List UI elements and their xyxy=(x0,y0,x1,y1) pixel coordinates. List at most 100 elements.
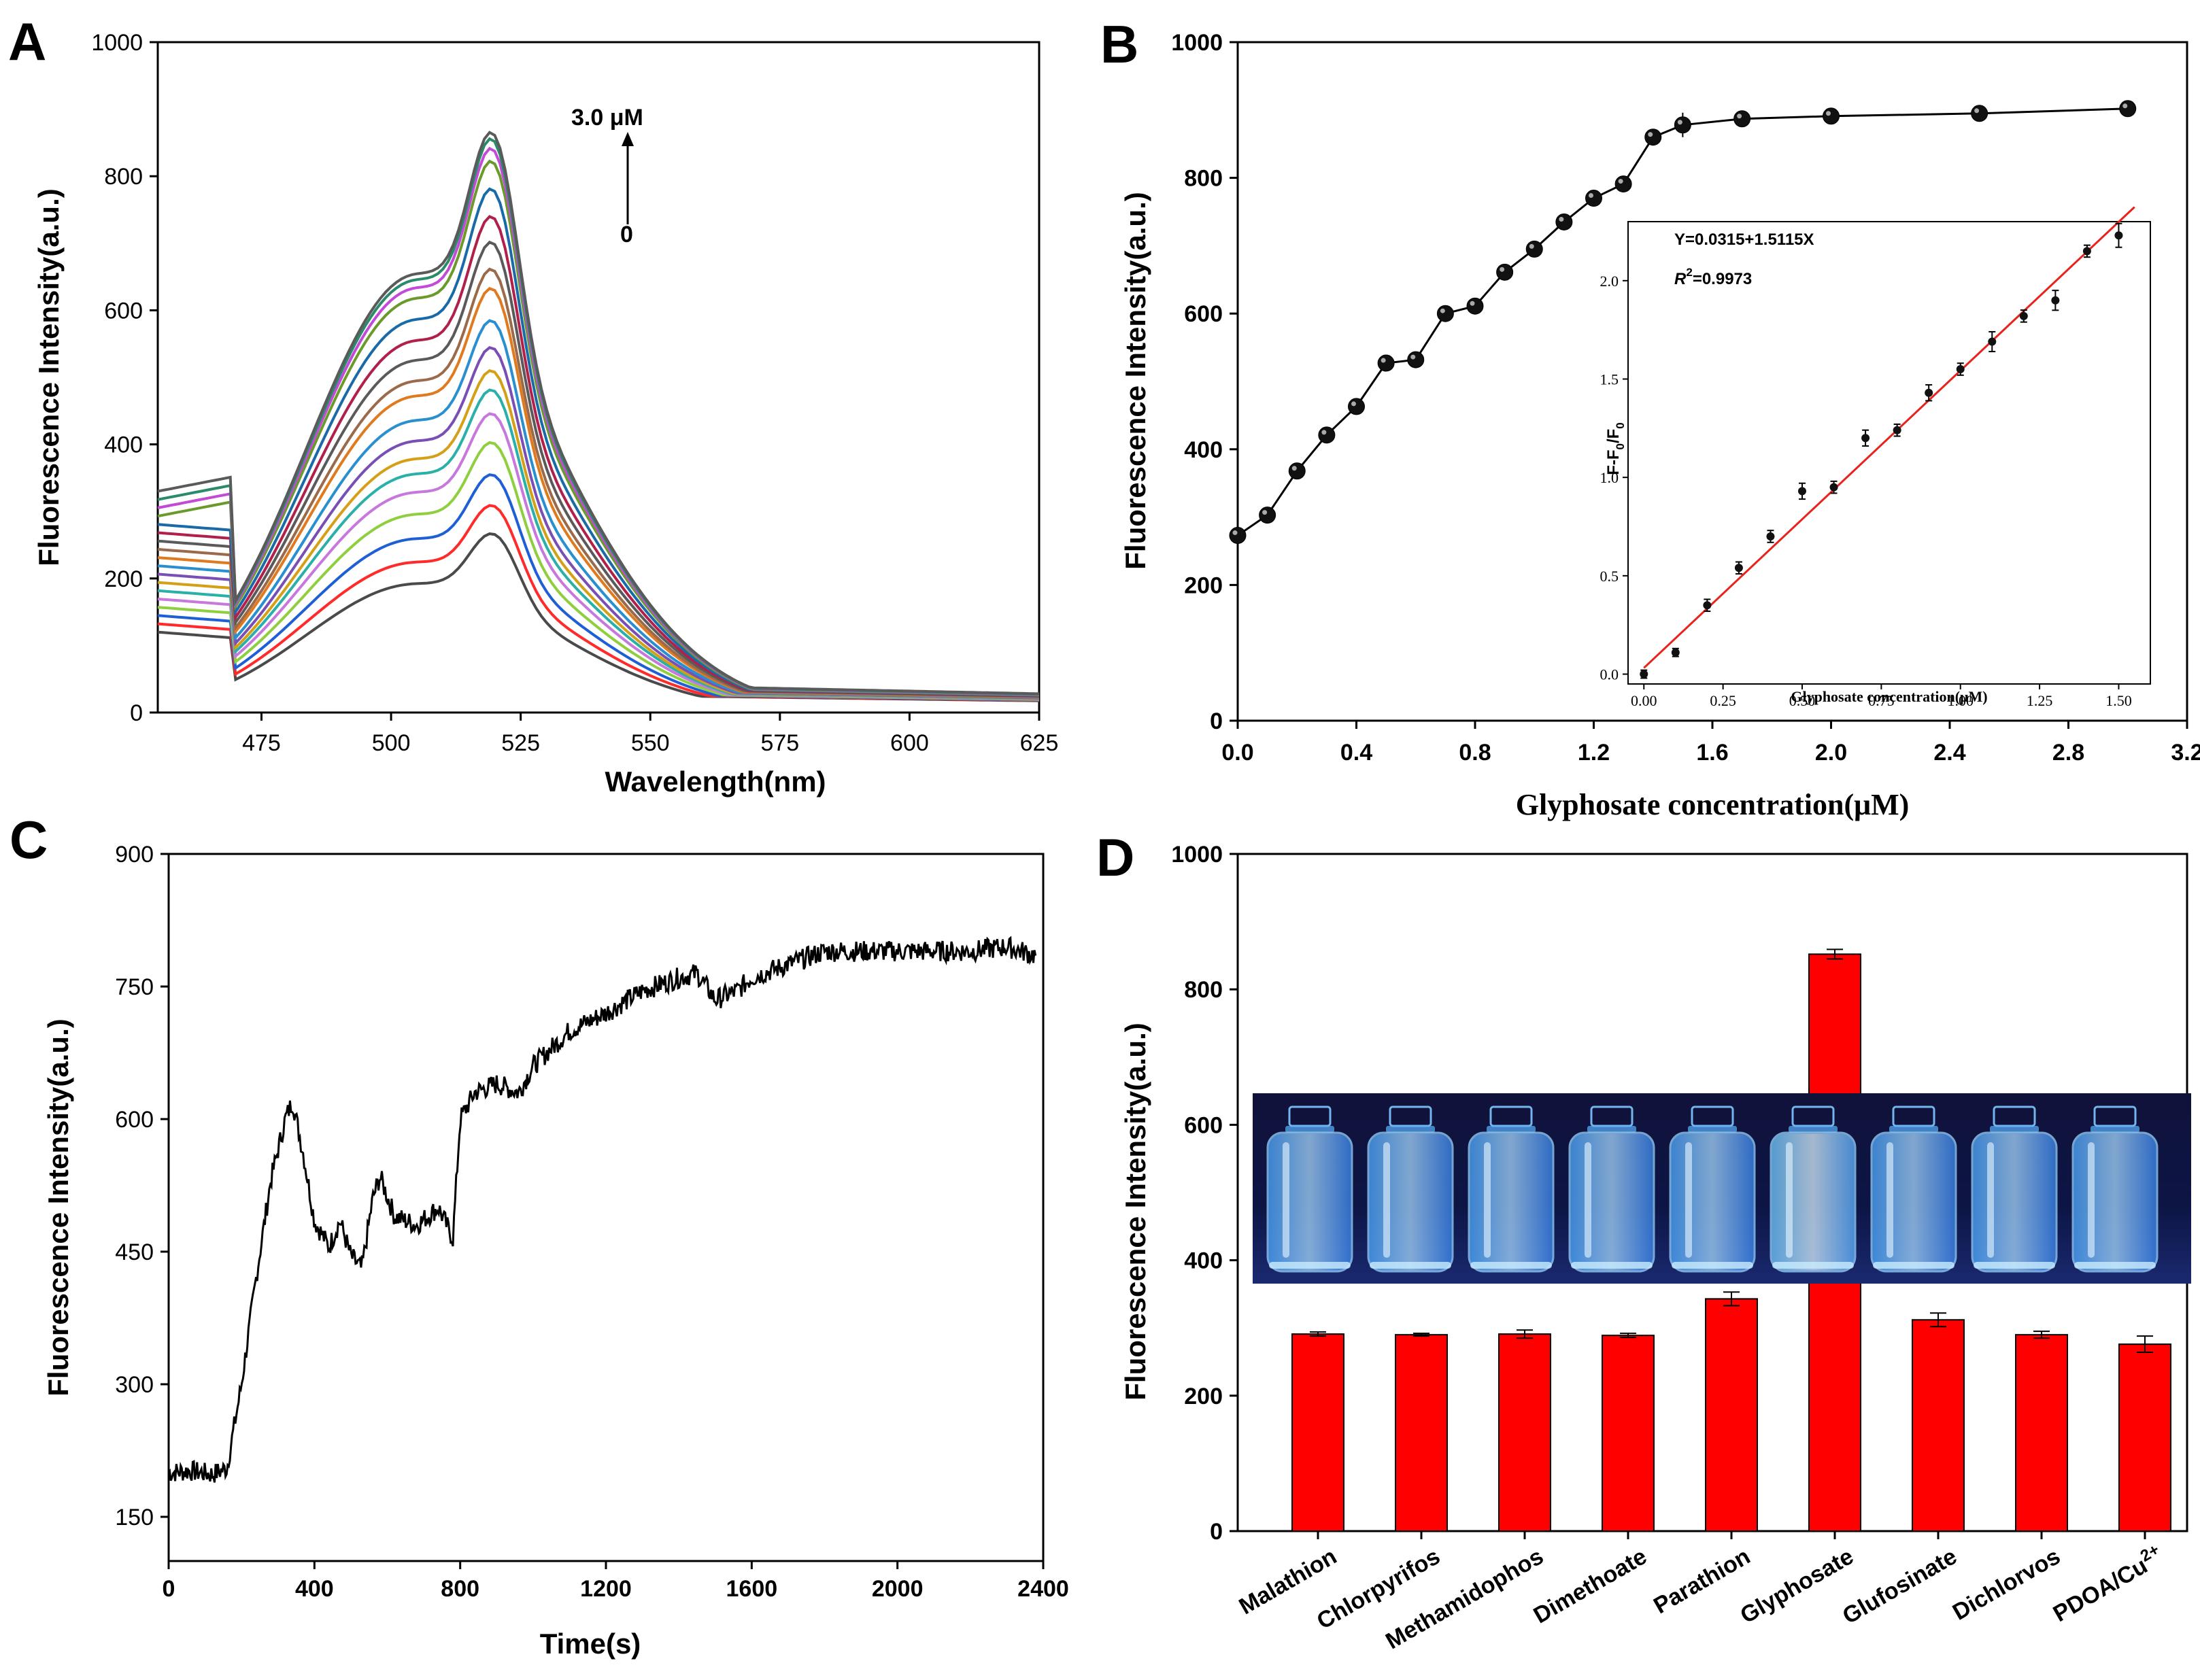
d-ytick-label: 200 xyxy=(1184,1384,1223,1409)
vial-body xyxy=(1468,1131,1555,1273)
a-ytick-label: 600 xyxy=(104,298,143,324)
b-xtick-label: 2.8 xyxy=(2052,740,2084,766)
b-data-point xyxy=(1259,507,1276,524)
panel-b-letter: B xyxy=(1100,14,1138,74)
panel-b-inset-frame xyxy=(1627,221,2151,685)
a-xtick-label: 500 xyxy=(372,730,411,756)
inset-data-point xyxy=(1671,648,1680,657)
inset-fit-line xyxy=(1643,206,2135,669)
panel-c-y-ticks: 150 300 450 600 750 900 xyxy=(115,842,169,1530)
d-ytick-label: 800 xyxy=(1184,977,1223,1003)
b-point-highlight xyxy=(1618,179,1623,184)
b-data-point xyxy=(1436,305,1454,322)
b-ytick-label: 400 xyxy=(1184,437,1223,463)
inset-ytick-label: 1.0 xyxy=(1600,469,1619,486)
a-ytick-label: 400 xyxy=(104,432,143,458)
inset-x-label: Glyphosate concentration(μM) xyxy=(1791,688,1987,705)
d-bar xyxy=(1498,1333,1551,1532)
panel-c-frame xyxy=(167,853,1045,1562)
b-point-highlight xyxy=(1648,132,1653,137)
panel-a-curves xyxy=(157,131,1040,702)
vial-shoulder xyxy=(1688,1126,1737,1133)
panel-b-y-label: Fluorescence Intensity(a.u.) xyxy=(1119,192,1151,569)
b-point-highlight xyxy=(2122,103,2128,109)
inset-data-point xyxy=(1861,434,1870,443)
b-point-highlight xyxy=(1826,111,1831,116)
vial-body xyxy=(2071,1131,2159,1273)
panel-c-y-label: Fluorescence Intensity(a.u.) xyxy=(42,1018,74,1396)
vial-body xyxy=(1971,1131,2058,1273)
inset-r2: R2=0.9973 xyxy=(1674,266,1752,288)
vial-reflection xyxy=(2088,1142,2095,1258)
inset-ytick-label: 2.0 xyxy=(1600,273,1619,290)
panel-b-x-ticks: 0.0 0.4 0.8 1.2 1.6 2.0 2.4 2.8 3.2 xyxy=(1221,721,2200,766)
inset-y-label: F-F0/F0 xyxy=(1604,422,1627,475)
panel-d-letter: D xyxy=(1096,827,1134,887)
d-category-name: Dimethoate xyxy=(1529,1543,1651,1628)
d-bar xyxy=(1602,1335,1655,1532)
panel-b-x-label: Glyphosate concentration(μM) xyxy=(1516,788,1910,821)
vial-base-glow xyxy=(2074,1262,2156,1269)
inset-xtick-label: 0.00 xyxy=(1631,692,1657,709)
vial-reflection xyxy=(1786,1142,1793,1258)
panel-b-calibration: B 0 200 400 600 800 1000 0.0 0.4 0.8 1.2 1.6 2.0 2.… xyxy=(1100,14,2200,821)
vial-reflection xyxy=(1886,1142,1893,1258)
b-point-highlight xyxy=(1677,120,1682,125)
c-xtick-label: 800 xyxy=(441,1576,479,1602)
panel-d-x-labels: MalathionChlorpyrifosMethamidophosDimeth… xyxy=(1235,1541,2163,1655)
a-ytick-label: 1000 xyxy=(91,30,143,56)
inset-points xyxy=(1640,222,2123,679)
b-data-point xyxy=(1229,527,1247,545)
a-ytick-label: 0 xyxy=(130,700,143,726)
vial-reflection xyxy=(1685,1142,1692,1258)
inset-xtick-label: 0.75 xyxy=(1868,692,1895,709)
inset-equation: Y=0.0315+1.5115X xyxy=(1674,230,1814,249)
b-point-highlight xyxy=(1559,216,1564,222)
inset-data-point xyxy=(1829,483,1838,492)
c-xtick-label: 0 xyxy=(163,1576,175,1602)
d-bar xyxy=(1291,1333,1344,1532)
inset-xtick-label: 1.50 xyxy=(2105,692,2132,709)
vial-reflection xyxy=(1987,1142,1994,1258)
vial-shoulder xyxy=(1285,1126,1334,1133)
b-xtick-label: 0.4 xyxy=(1340,740,1372,766)
b-ytick-label: 0 xyxy=(1210,708,1223,734)
inset-data-point xyxy=(2082,247,2091,256)
inset-data-point xyxy=(1703,601,1712,610)
panel-a-y-ticks: 0 200 400 600 800 1000 xyxy=(91,30,158,726)
d-category-label: Glufosinate xyxy=(1838,1543,1961,1629)
vial-base-glow xyxy=(1370,1262,1451,1269)
vial-row xyxy=(1266,1105,2159,1273)
inset-ytick-label: 1.5 xyxy=(1600,371,1619,388)
b-data-point xyxy=(1496,263,1514,281)
d-bar xyxy=(1705,1298,1758,1532)
panel-b-points xyxy=(1229,100,2137,545)
d-ytick-label: 400 xyxy=(1184,1248,1223,1274)
c-ytick-label: 750 xyxy=(115,974,154,1000)
vial-base-glow xyxy=(1873,1262,1954,1269)
vial-shoulder xyxy=(1386,1126,1435,1133)
b-point-highlight xyxy=(1500,267,1505,272)
inset-data-point xyxy=(1798,487,1806,496)
d-bar xyxy=(2015,1334,2068,1532)
panel-a-x-ticks: 475 500 525 550 575 600 625 xyxy=(242,713,1058,756)
b-data-point xyxy=(2119,100,2137,118)
inset-xtick-label: 0.50 xyxy=(1789,692,1816,709)
vial-shoulder xyxy=(1990,1126,2039,1133)
inset-data-point xyxy=(1734,564,1743,572)
panel-a-x-label: Wavelength(nm) xyxy=(605,766,826,798)
b-point-highlight xyxy=(1974,108,1980,114)
b-data-point xyxy=(1971,105,1989,122)
vial-photo xyxy=(1253,1093,2191,1284)
panel-a-annotation-bottom: 0 xyxy=(620,222,633,247)
vial-reflection xyxy=(1484,1142,1491,1258)
b-data-point xyxy=(1555,213,1573,230)
vial-shoulder xyxy=(1587,1126,1636,1133)
b-point-highlight xyxy=(1410,354,1416,360)
d-category-name: Glufosinate xyxy=(1838,1543,1961,1629)
panel-b-inset: 0.0 0.5 1.0 1.5 2.0 0.00 0.25 0.50 0.75 1.00 1.25… xyxy=(1600,206,2151,709)
b-point-highlight xyxy=(1589,193,1593,199)
panel-c-x-ticks: 0 400 800 1200 1600 2000 2400 xyxy=(163,1561,1069,1602)
a-spectrum-line xyxy=(157,159,1040,697)
a-spectrum-line xyxy=(157,267,1040,698)
